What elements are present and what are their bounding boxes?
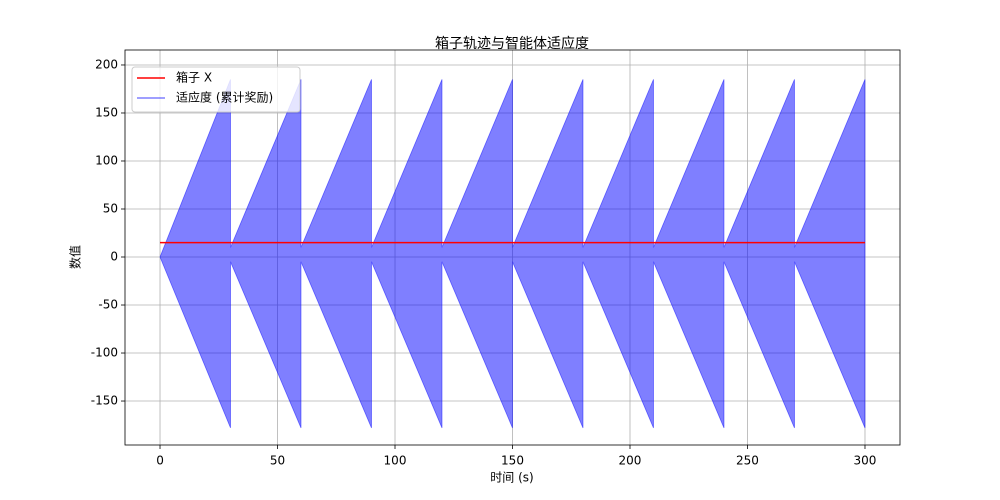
fitness-band: [159, 79, 866, 429]
y-axis-label: 数值: [68, 245, 83, 269]
x-tick-label: 300: [854, 454, 877, 468]
y-tick-label: -100: [91, 346, 118, 360]
x-tick-label: 100: [384, 454, 407, 468]
x-tick-label: 150: [501, 454, 524, 468]
chart-title: 箱子轨迹与智能体适应度: [435, 35, 589, 52]
legend: 箱子 X 适应度 (累计奖励): [131, 66, 301, 113]
y-tick-label: 150: [95, 105, 118, 119]
y-tick-label: -50: [98, 298, 118, 312]
y-tick-label: 0: [110, 250, 118, 264]
y-tick-label: 100: [95, 153, 118, 167]
legend-label: 适应度 (累计奖励): [176, 90, 273, 105]
x-tick-label: 200: [619, 454, 642, 468]
x-tick-label: 50: [270, 454, 285, 468]
x-axis-label: 时间 (s): [490, 471, 533, 485]
legend-box: [131, 66, 301, 113]
x-tick-label: 250: [736, 454, 759, 468]
x-tick-label: 0: [156, 454, 164, 468]
legend-label: 箱子 X: [176, 70, 212, 85]
y-tick-label: 50: [103, 201, 118, 215]
plot-frame: [124, 49, 901, 446]
y-tick-label: 200: [95, 57, 118, 71]
y-tick-label: -150: [91, 394, 118, 408]
